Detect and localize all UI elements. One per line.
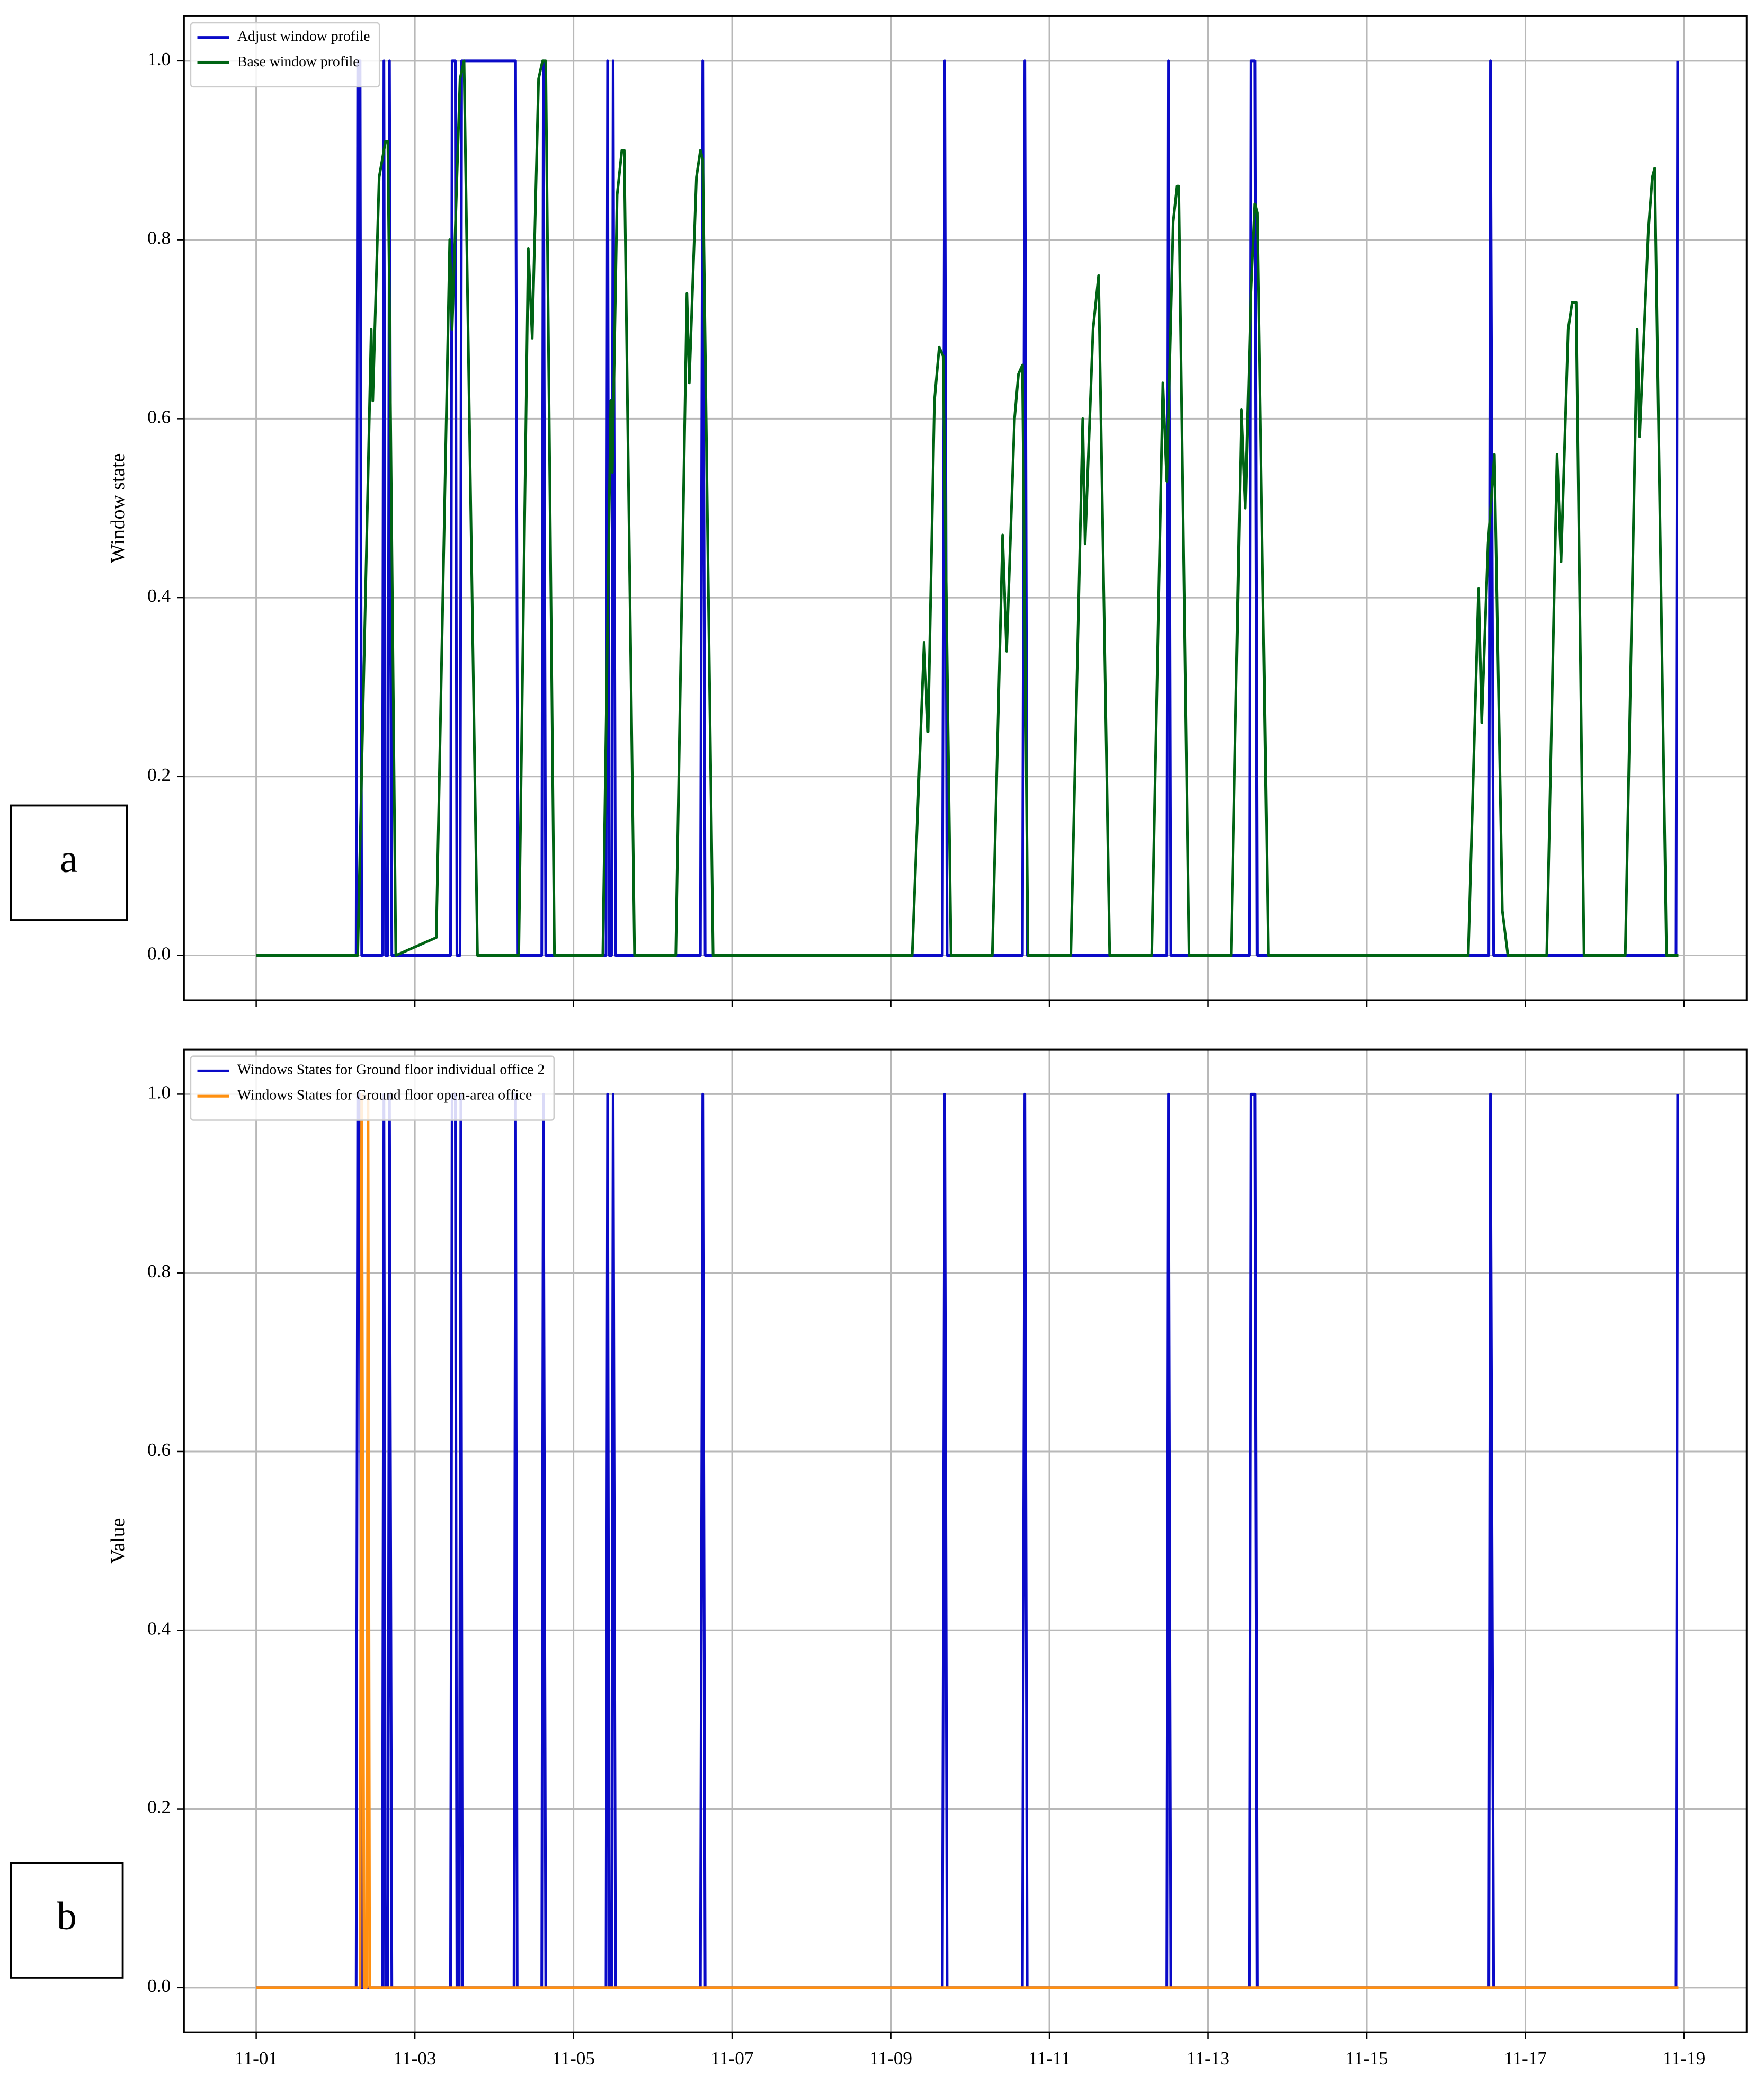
- x-tick-label: 11-03: [394, 2048, 436, 2069]
- panel-label-box: [10, 804, 128, 921]
- y-tick-label: 1.0: [147, 49, 171, 69]
- x-tick-label: 11-09: [869, 2048, 912, 2069]
- x-tick-label: 11-19: [1663, 2048, 1706, 2069]
- legend: [190, 22, 380, 88]
- legend-label: Adjust window profile: [237, 28, 370, 44]
- y-axis-label: Window state: [107, 453, 129, 563]
- y-tick-label: 0.0: [147, 1975, 171, 1996]
- y-tick-label: 0.0: [147, 943, 171, 964]
- data-line: [256, 59, 1679, 957]
- legend: [190, 1055, 555, 1121]
- y-tick-label: 0.8: [147, 1261, 171, 1281]
- x-tick-label: 11-17: [1504, 2048, 1547, 2069]
- plot-frame: [183, 1048, 1748, 2033]
- plot-frame: [183, 15, 1748, 1001]
- y-tick-label: 0.6: [147, 1439, 171, 1460]
- y-axis-label: Value: [107, 1518, 129, 1564]
- y-tick-label: 0.2: [147, 764, 171, 785]
- y-tick-label: 0.6: [147, 406, 171, 427]
- panel-label: b: [57, 1894, 77, 1938]
- y-tick-label: 0.4: [147, 1618, 171, 1639]
- legend-label: Windows States for Ground floor open-are…: [237, 1087, 532, 1103]
- panel-label-box: [10, 1862, 124, 1979]
- data-line: [256, 59, 1679, 957]
- y-tick-label: 0.2: [147, 1797, 171, 1818]
- y-tick-label: 0.4: [147, 585, 171, 606]
- legend-label: Windows States for Ground floor individu…: [237, 1061, 545, 1078]
- x-tick-label: 11-05: [552, 2048, 595, 2069]
- x-tick-label: 11-01: [235, 2048, 278, 2069]
- data-line: [256, 1092, 1679, 1989]
- panel-label: a: [60, 837, 78, 881]
- y-tick-label: 1.0: [147, 1082, 171, 1102]
- x-tick-label: 11-11: [1028, 2048, 1071, 2069]
- x-tick-label: 11-07: [711, 2048, 754, 2069]
- data-line: [256, 1092, 1679, 1989]
- x-tick-label: 11-15: [1346, 2048, 1388, 2069]
- y-tick-label: 0.8: [147, 228, 171, 248]
- legend-label: Base window profile: [237, 53, 360, 69]
- x-tick-label: 11-13: [1187, 2048, 1230, 2069]
